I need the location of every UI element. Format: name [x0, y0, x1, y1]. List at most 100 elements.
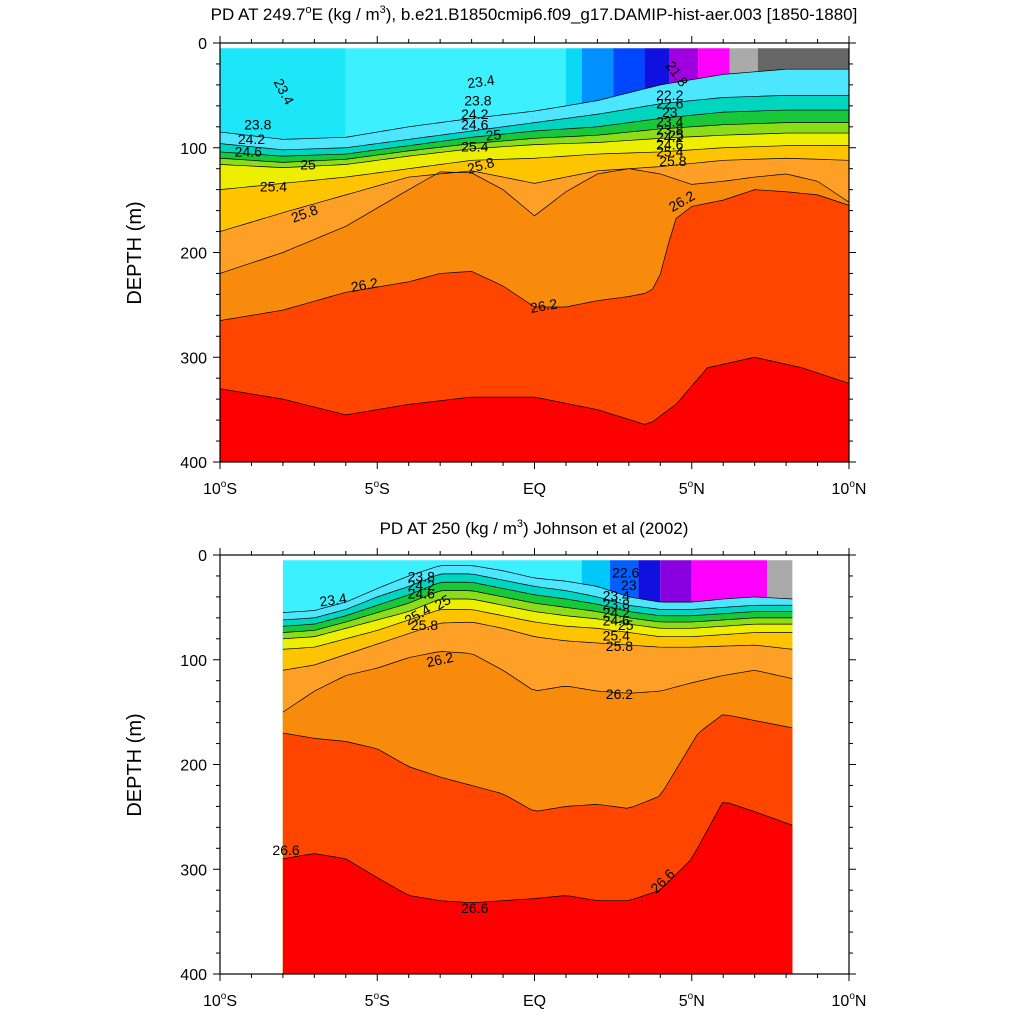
top-x-tick-label: 5oS	[365, 479, 390, 498]
bottom-x-tick-label: EQ	[523, 993, 546, 1010]
bottom-y-tick-label: 0	[198, 548, 207, 565]
top-contour-label: 25	[668, 127, 684, 143]
top-contour-line-group	[219, 68, 850, 425]
bottom-contour-line-27	[282, 802, 793, 903]
bottom-y-ticks: 0 100 200 300 400	[180, 548, 856, 984]
bottom-y-tick-label: 200	[180, 758, 207, 775]
top-contour-line-25	[219, 132, 849, 169]
bottom-contour-line-25.8	[282, 621, 793, 671]
top-contour-label: 25.4	[461, 138, 488, 154]
bottom-contour-label: 26.2	[606, 686, 633, 702]
bottom-contour-label: 23.4	[318, 590, 347, 610]
top-density-band-27	[220, 357, 849, 462]
top-panel-y-axis-title: DEPTH (m)	[124, 201, 146, 304]
top-y-tick-label: 300	[180, 350, 207, 367]
top-contour-line-27	[219, 356, 850, 425]
bottom-contour-label: 26.6	[272, 842, 299, 858]
bottom-x-tick-label: 10oS	[203, 991, 237, 1010]
bottom-y-tick-label: 100	[180, 653, 207, 670]
bottom-contour-line-25	[282, 598, 793, 640]
bottom-contour-label: 25.8	[411, 617, 438, 633]
top-contour-label: 25.8	[659, 153, 686, 169]
bottom-contour-line-26.2	[282, 651, 793, 713]
bottom-contour-label: 25	[432, 591, 454, 613]
bottom-x-ticks: 10oS 5oS EQ 5oN 10oN	[203, 548, 866, 1010]
bottom-contour-line-24.2	[282, 581, 793, 627]
bottom-contour-label: 25.4	[603, 627, 630, 643]
bottom-contour-label: 23	[621, 577, 637, 593]
bottom-panel-title: PD AT 250 (kg / m3) Johnson et al (2002)	[380, 518, 689, 538]
bottom-contour-line-group	[282, 565, 793, 903]
bottom-contour-label: 23.4	[603, 588, 630, 604]
bottom-contour-label: 23.8	[408, 569, 435, 585]
top-y-ticks: 0 100 200 300 400	[180, 36, 856, 472]
bottom-contour-label: 25.8	[606, 638, 633, 654]
top-x-ticks: 10oS 5oS EQ 5oN 10oN	[203, 36, 866, 498]
top-contour-label: 23.4	[466, 72, 495, 92]
bottom-contour-line-26.6	[282, 714, 793, 812]
top-y-tick-label: 400	[180, 455, 207, 472]
top-contour-label: 23.8	[244, 116, 271, 132]
top-contour-line-26.2	[219, 168, 850, 274]
top-contour-label: 23.8	[464, 92, 491, 108]
bottom-contour-line-24.6	[282, 590, 793, 633]
top-contour-label: 24.2	[656, 129, 683, 145]
bottom-contour-label: 24.6	[408, 586, 435, 602]
top-contour-label: 25.4	[656, 144, 683, 160]
bottom-panel-y-axis-title: DEPTH (m)	[124, 713, 146, 816]
top-contour-line-26.6	[219, 189, 850, 321]
bottom-y-tick-label: 300	[180, 862, 207, 879]
top-contour-line-24.6	[219, 122, 849, 163]
top-contour-label: 24.6	[235, 144, 262, 160]
top-contour-line-25.8	[219, 157, 850, 232]
top-contour-line-23.4	[219, 68, 849, 140]
bottom-contour-line-23.4	[282, 565, 793, 613]
top-x-tick-label: 5oN	[679, 479, 705, 498]
bottom-panel: PD AT 250 (kg / m3) Johnson et al (2002)…	[124, 518, 866, 1010]
top-contour-label: 23	[662, 104, 678, 120]
top-density-fill-group	[220, 69, 849, 463]
bottom-contour-line-23.8	[282, 573, 793, 621]
bottom-contour-label: 22.6	[612, 565, 639, 581]
top-x-tick-label: 10oN	[832, 479, 867, 498]
top-y-tick-label: 0	[198, 36, 207, 53]
top-panel-title: PD AT 249.7oE (kg / m3), b.e21.B1850cmip…	[211, 4, 858, 24]
top-contour-label: 26.2	[529, 295, 559, 316]
bottom-contour-label: 26.6	[461, 900, 488, 916]
bottom-x-tick-label: 5oN	[679, 991, 705, 1010]
top-contour-label: 22.6	[656, 96, 683, 112]
bottom-contour-label: 24.2	[603, 604, 630, 620]
top-contour-label: 25	[485, 126, 502, 143]
bottom-density-band-27	[282, 802, 793, 974]
bottom-contour-label: 24.6	[603, 613, 630, 629]
top-contour-label: 25.8	[465, 154, 496, 177]
top-contour-label: 24.2	[461, 106, 488, 122]
top-contour-label: 26.2	[350, 274, 380, 295]
bottom-contour-label: 26.2	[425, 649, 455, 670]
top-contour-line-25.4	[219, 145, 849, 190]
top-contour-label: 25	[300, 156, 316, 172]
top-contour-line-24.2	[219, 109, 849, 157]
top-contour-label: 24.6	[461, 116, 488, 132]
top-contour-label: 24.2	[238, 131, 265, 147]
top-contour-label: 23.8	[656, 122, 683, 138]
top-contour-label: 25.4	[260, 178, 287, 194]
bottom-contour-label: 23.8	[603, 596, 630, 612]
top-y-tick-label: 200	[180, 246, 207, 263]
top-contour-label: 23.4	[656, 113, 683, 129]
bottom-contour-line-25.4	[282, 609, 793, 650]
bottom-y-tick-label: 400	[180, 967, 207, 984]
bottom-x-tick-label: 10oN	[832, 991, 867, 1010]
top-contour-label: 24.6	[656, 136, 683, 152]
top-contour-label: 22.2	[656, 87, 683, 103]
top-contour-label-group: 23.4 23.4 21.823.824.224.62525.425.823.824…	[235, 58, 698, 316]
bottom-x-tick-label: 5oS	[365, 991, 390, 1010]
top-contour-line-23.8	[219, 95, 849, 151]
top-x-tick-label: EQ	[523, 481, 546, 498]
bottom-contour-label: 25	[618, 617, 634, 633]
top-y-tick-label: 100	[180, 141, 207, 158]
top-x-tick-label: 10oS	[203, 479, 237, 498]
bottom-contour-label: 24.2	[408, 577, 435, 593]
bottom-density-fill-group	[282, 565, 793, 974]
